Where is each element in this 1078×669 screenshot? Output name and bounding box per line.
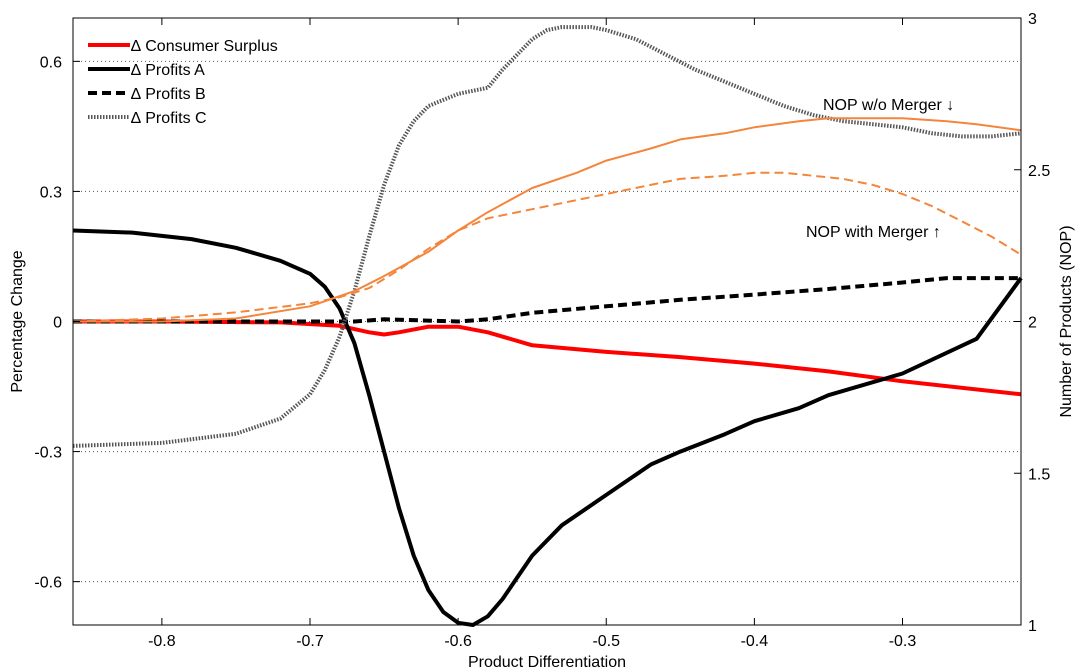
y-tick-label-right: 2: [1028, 315, 1037, 332]
y-tick-label-right: 2.5: [1028, 163, 1050, 180]
x-tick-label: -0.3: [889, 633, 917, 650]
x-tick-label: -0.7: [296, 633, 324, 650]
x-tick-label: -0.6: [444, 633, 472, 650]
series-line-4: [73, 117, 1022, 323]
y-axis-label-right: Number of Products (NOP): [1058, 225, 1075, 417]
annotation-nop-without-merger: NOP w/o Merger ↓: [823, 97, 954, 114]
series-line-5: [72, 171, 1022, 323]
legend: ∆ Consumer Surplus ∆ Profits A ∆ Profits B…: [88, 38, 278, 127]
series-line-2: [73, 276, 1021, 324]
y-axis-label-left: Percentage Change: [9, 250, 26, 392]
y-tick-label-left: 0: [53, 315, 62, 332]
annotation-nop-with-merger: NOP with Merger ↑: [806, 224, 941, 241]
y-tick-label-left: -0.6: [34, 575, 62, 592]
y-tick-label-right: 3: [1028, 11, 1037, 28]
x-tick-label: -0.8: [148, 633, 176, 650]
y-tick-label-left: -0.3: [34, 445, 62, 462]
x-tick-label: -0.4: [741, 633, 769, 650]
plot-area: [72, 25, 1023, 627]
legend-label: ∆ Profits A: [131, 62, 205, 79]
axis-ticks: -0.8 -0.7 -0.6 -0.5 -0.4 -0.3 0.6 0.3 0 -0.3 -0.6 3…: [34, 11, 1050, 650]
legend-label: ∆ Profits B: [131, 86, 206, 103]
series-line-0: [73, 319, 1022, 397]
y-tick-label-right: 1.5: [1028, 466, 1050, 483]
series-line-1: [72, 228, 1023, 627]
y-tick-label-left: 0.3: [40, 184, 62, 201]
x-axis-label: Product Differentiation: [468, 654, 626, 669]
legend-label: ∆ Profits C: [131, 110, 207, 127]
x-tick-label: -0.5: [592, 633, 620, 650]
legend-label: ∆ Consumer Surplus: [131, 38, 278, 55]
y-tick-label-right: 1: [1028, 618, 1037, 635]
y-tick-label-left: 0.6: [40, 54, 62, 71]
